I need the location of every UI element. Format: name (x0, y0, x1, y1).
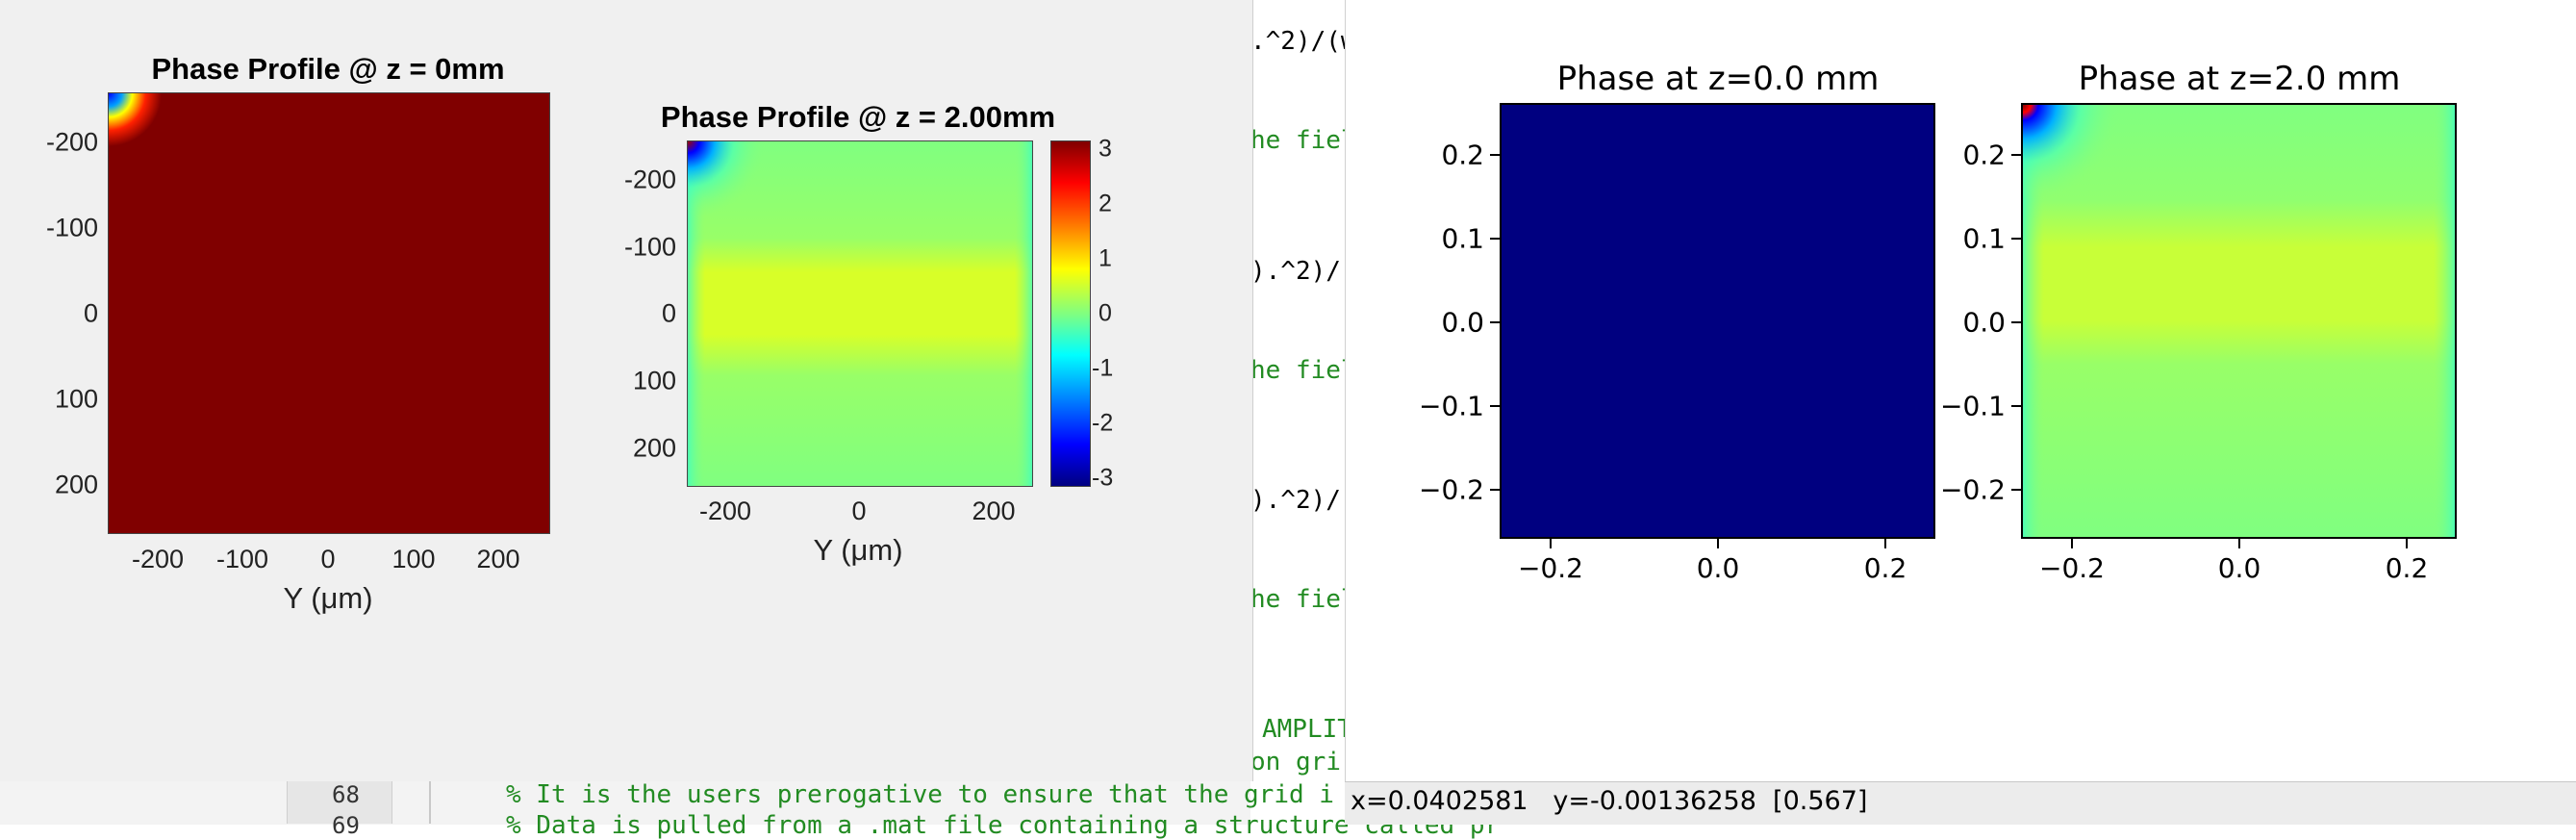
code-line-68[interactable]: % It is the users prerogative to ensure … (506, 780, 1334, 809)
x-tick-mark (2406, 539, 2408, 548)
colorbar-tick-label: -2 (1092, 409, 1114, 437)
x-tick-label: -200 (698, 496, 752, 525)
plot-title: Phase at z=2.0 mm (2078, 60, 2401, 98)
y-tick-label: -200 (623, 165, 676, 194)
x-tick-mark (2071, 539, 2073, 548)
x-tick-label: 0.2 (1863, 552, 1907, 584)
y-tick-label: 0.0 (1962, 306, 2006, 339)
y-tick-mark (1490, 154, 1500, 156)
x-tick-mark (1884, 539, 1886, 548)
y-tick-label: 0.2 (1962, 139, 2006, 171)
code-fragment: on gri (1250, 748, 1341, 776)
line-number: 68 (332, 781, 360, 808)
phase-heatmap (688, 141, 1032, 486)
x-tick-label: 0 (851, 496, 867, 525)
y-tick-label: 200 (632, 433, 676, 463)
x-axis-label: Y (μm) (813, 533, 903, 567)
y-tick-label: −0.2 (1940, 473, 2006, 506)
y-tick-mark (2011, 489, 2021, 491)
y-tick-label: 0.0 (1441, 306, 1484, 339)
y-tick-mark (1490, 321, 1500, 323)
phase-image-z2[interactable] (2021, 103, 2457, 539)
code-fragment: he fiel (1250, 356, 1356, 385)
y-tick-label: 100 (632, 366, 676, 395)
code-fragment: AMPLIT (1262, 715, 1352, 744)
x-tick-label: 0.0 (1696, 552, 1740, 584)
x-tick-label: −0.2 (2039, 552, 2105, 584)
x-tick-label: −0.2 (1518, 552, 1583, 584)
colorbar-tick-label: 1 (1099, 244, 1112, 272)
colorbar (1050, 140, 1091, 487)
x-tick-label: 0.2 (2385, 552, 2429, 584)
y-tick-label: 0 (83, 298, 98, 328)
y-tick-label: -100 (623, 232, 676, 262)
colorbar-tick-label: -3 (1092, 464, 1114, 492)
code-fragment: ).^2)/( (1250, 257, 1356, 286)
y-tick-mark (1490, 238, 1500, 240)
y-tick-label: 0 (661, 298, 676, 328)
y-tick-mark (1490, 489, 1500, 491)
x-tick-mark (1717, 539, 1719, 548)
y-tick-mark (2011, 154, 2021, 156)
y-tick-mark (1490, 405, 1500, 407)
phase-image-z0[interactable] (108, 92, 550, 534)
cursor-coordinate-readout: x=0.0402581 y=-0.00136258 [0.567] (1351, 786, 1868, 816)
y-tick-label: 100 (54, 384, 98, 414)
phase-heatmap (109, 93, 549, 533)
phase-image-z0[interactable] (1500, 103, 1935, 539)
y-tick-mark (2011, 321, 2021, 323)
x-tick-label: 200 (972, 496, 1016, 525)
y-tick-label: -100 (45, 213, 98, 242)
y-tick-label: −0.1 (1940, 390, 2006, 422)
y-tick-label: −0.1 (1419, 390, 1484, 422)
colorbar-tick-label: -1 (1092, 354, 1114, 382)
matplotlib-figure-window[interactable]: Phase at z=0.0 mm 0.2 0.1 0.0 −0.1 −0.2 … (1345, 0, 2576, 781)
x-tick-mark (2238, 539, 2240, 548)
code-fold-line (429, 777, 431, 824)
x-tick-label: -200 (131, 545, 185, 573)
colorbar-tick-label: 0 (1099, 299, 1112, 327)
y-tick-mark (2011, 238, 2021, 240)
code-fragment: he fiel (1250, 126, 1356, 155)
cursor-status-bar: x=0.0402581 y=-0.00136258 [0.567] (1345, 781, 2576, 825)
plot-title: Phase at z=0.0 mm (1556, 60, 1880, 98)
code-fragment: .^2)/(w (1250, 27, 1356, 56)
code-fragment: he fiel (1250, 585, 1356, 614)
plot-title: Phase Profile @ z = 0mm (151, 52, 505, 86)
y-tick-label: −0.2 (1419, 473, 1484, 506)
code-fragment: ).^2)/( (1250, 486, 1356, 515)
x-tick-label: 0.0 (2217, 552, 2261, 584)
y-tick-label: 0.1 (1962, 222, 2006, 255)
matlab-figure-window[interactable]: Phase Profile @ z = 0mm -200 -100 0 100 … (0, 0, 1253, 781)
x-axis-label: Y (μm) (283, 581, 373, 615)
y-tick-label: -200 (45, 127, 98, 157)
x-tick-label: -100 (215, 545, 269, 573)
colorbar-tick-label: 3 (1099, 135, 1112, 163)
x-tick-label: 0 (320, 545, 336, 573)
phase-heatmap (2023, 105, 2455, 537)
y-tick-label: 0.1 (1441, 222, 1484, 255)
x-tick-label: 100 (391, 545, 436, 573)
y-tick-label: 0.2 (1441, 139, 1484, 171)
y-tick-label: 200 (54, 470, 98, 499)
phase-image-z2[interactable] (687, 140, 1033, 487)
plot-title: Phase Profile @ z = 2.00mm (660, 100, 1056, 134)
x-tick-label: 200 (476, 545, 520, 573)
line-number-gutter: 68 69 (287, 777, 392, 839)
x-tick-mark (1550, 539, 1552, 548)
line-number: 69 (332, 812, 360, 839)
y-tick-mark (2011, 405, 2021, 407)
colorbar-tick-label: 2 (1099, 190, 1112, 217)
